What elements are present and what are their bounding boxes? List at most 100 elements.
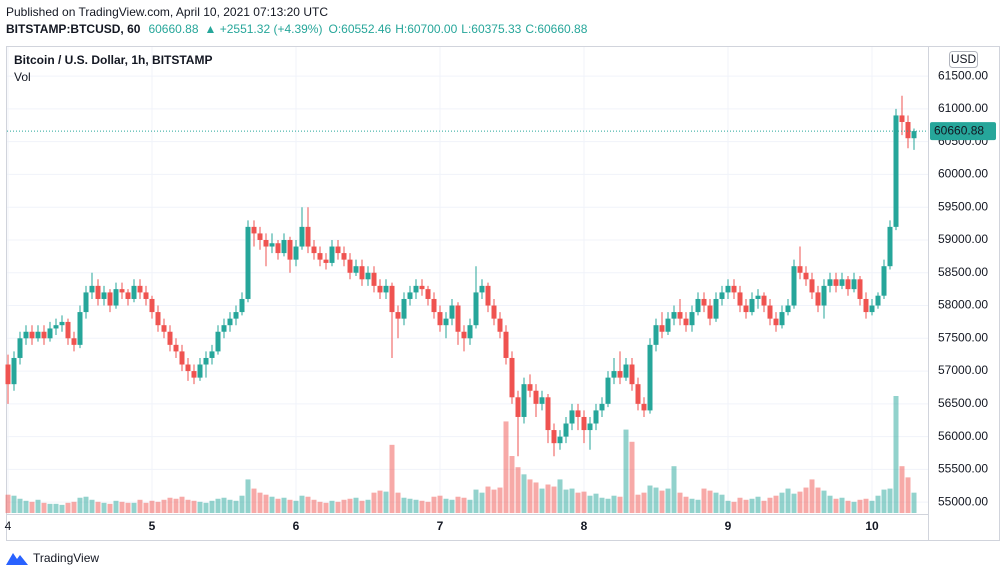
volume-bar [539,488,545,513]
candle-body [281,239,287,254]
candle-body [617,371,623,378]
volume-bar [773,495,779,513]
y-tick-label: 56500.00 [938,396,988,410]
volume-bar [191,500,197,513]
candle-body [287,239,293,260]
candle-body [185,364,191,372]
candle-body [713,298,719,319]
candle-body [755,295,761,299]
volume-bar [509,456,515,513]
volume-bar [911,492,917,513]
volume-bar [335,501,341,513]
volume-bar [455,496,461,513]
close: C:60660.88 [525,22,587,36]
candle-body [485,285,491,306]
candle-body [335,246,341,254]
candle-body [779,312,785,326]
published-line: Published on TradingView.com, April 10, … [6,5,328,19]
candle-body [581,416,587,431]
candle-body [167,331,173,345]
candle-body [701,298,707,306]
volume-bar [701,488,707,513]
volume-bar [605,498,611,513]
candle-body [155,312,161,326]
volume-bar [689,498,695,513]
volume-bar [869,500,875,513]
candle-body [665,318,671,332]
volume-bar [521,474,527,513]
candle-body [659,325,665,332]
candle-body [71,338,77,345]
volume-bar [815,487,821,513]
candle-body [215,331,221,352]
volume-bar [749,498,755,513]
volume-bar [251,488,257,513]
volume-bar [137,499,143,513]
candle-body [449,305,455,319]
volume-bar [83,496,89,513]
candle-body [401,298,407,319]
volume-bar [515,467,521,513]
volume-bar [725,500,731,513]
candle-body [305,226,311,247]
volume-bar [287,499,293,513]
y-tick-label: 55000.00 [938,494,988,508]
footer-logo [6,553,28,565]
candle-body [455,305,461,332]
change: ▲ +2551.32 (+4.39%) [205,22,323,36]
volume-bar [377,490,383,513]
volume-bar [5,494,11,513]
volume-bar [275,498,281,513]
volume-bar [185,499,191,513]
candle-body [311,246,317,254]
volume-bar [797,491,803,513]
volume-bar [881,489,887,513]
candle-body [587,423,593,431]
symbol: BITSTAMP:BTCUSD, 60 [6,22,141,36]
candle-body [143,292,149,299]
volume-bar [239,495,245,513]
candle-body [647,344,653,411]
candle-body [803,272,809,280]
volume-bar [407,498,413,513]
volume-bar [107,503,113,513]
volume-bar [401,497,407,513]
volume-bar [653,487,659,513]
candle-body [869,305,875,313]
candle-body [539,397,545,404]
candle-body [149,298,155,313]
volume-bar [89,499,95,513]
candle-body [269,243,275,247]
candle-body [881,266,887,296]
candle-body [119,289,125,293]
volume-bar [179,496,185,513]
y-tick-label: 58000.00 [938,298,988,312]
candle-body [293,246,299,260]
volume-bar [551,486,557,513]
volume-bar [173,498,179,513]
volume-bar [587,495,593,513]
volume-bar [425,501,431,513]
candle-body [875,295,881,306]
volume-bar [77,497,83,513]
candle-body [413,285,419,293]
candle-body [851,279,857,290]
volume-bar [641,492,647,513]
volume-bar [257,492,263,513]
candle-body [689,312,695,326]
candle-body [515,397,521,417]
candle-body [911,131,917,139]
volume-bar [575,492,581,513]
candle-body [227,318,233,326]
candle-body [635,384,641,404]
candle-body [491,305,497,319]
volume-bar [143,502,149,513]
volume-bar [269,496,275,513]
candle-body [899,115,905,122]
candle-body [785,305,791,313]
volume-bar [35,499,41,513]
currency-box [949,51,978,68]
candle-body [389,285,395,313]
volume-bar [647,485,653,513]
